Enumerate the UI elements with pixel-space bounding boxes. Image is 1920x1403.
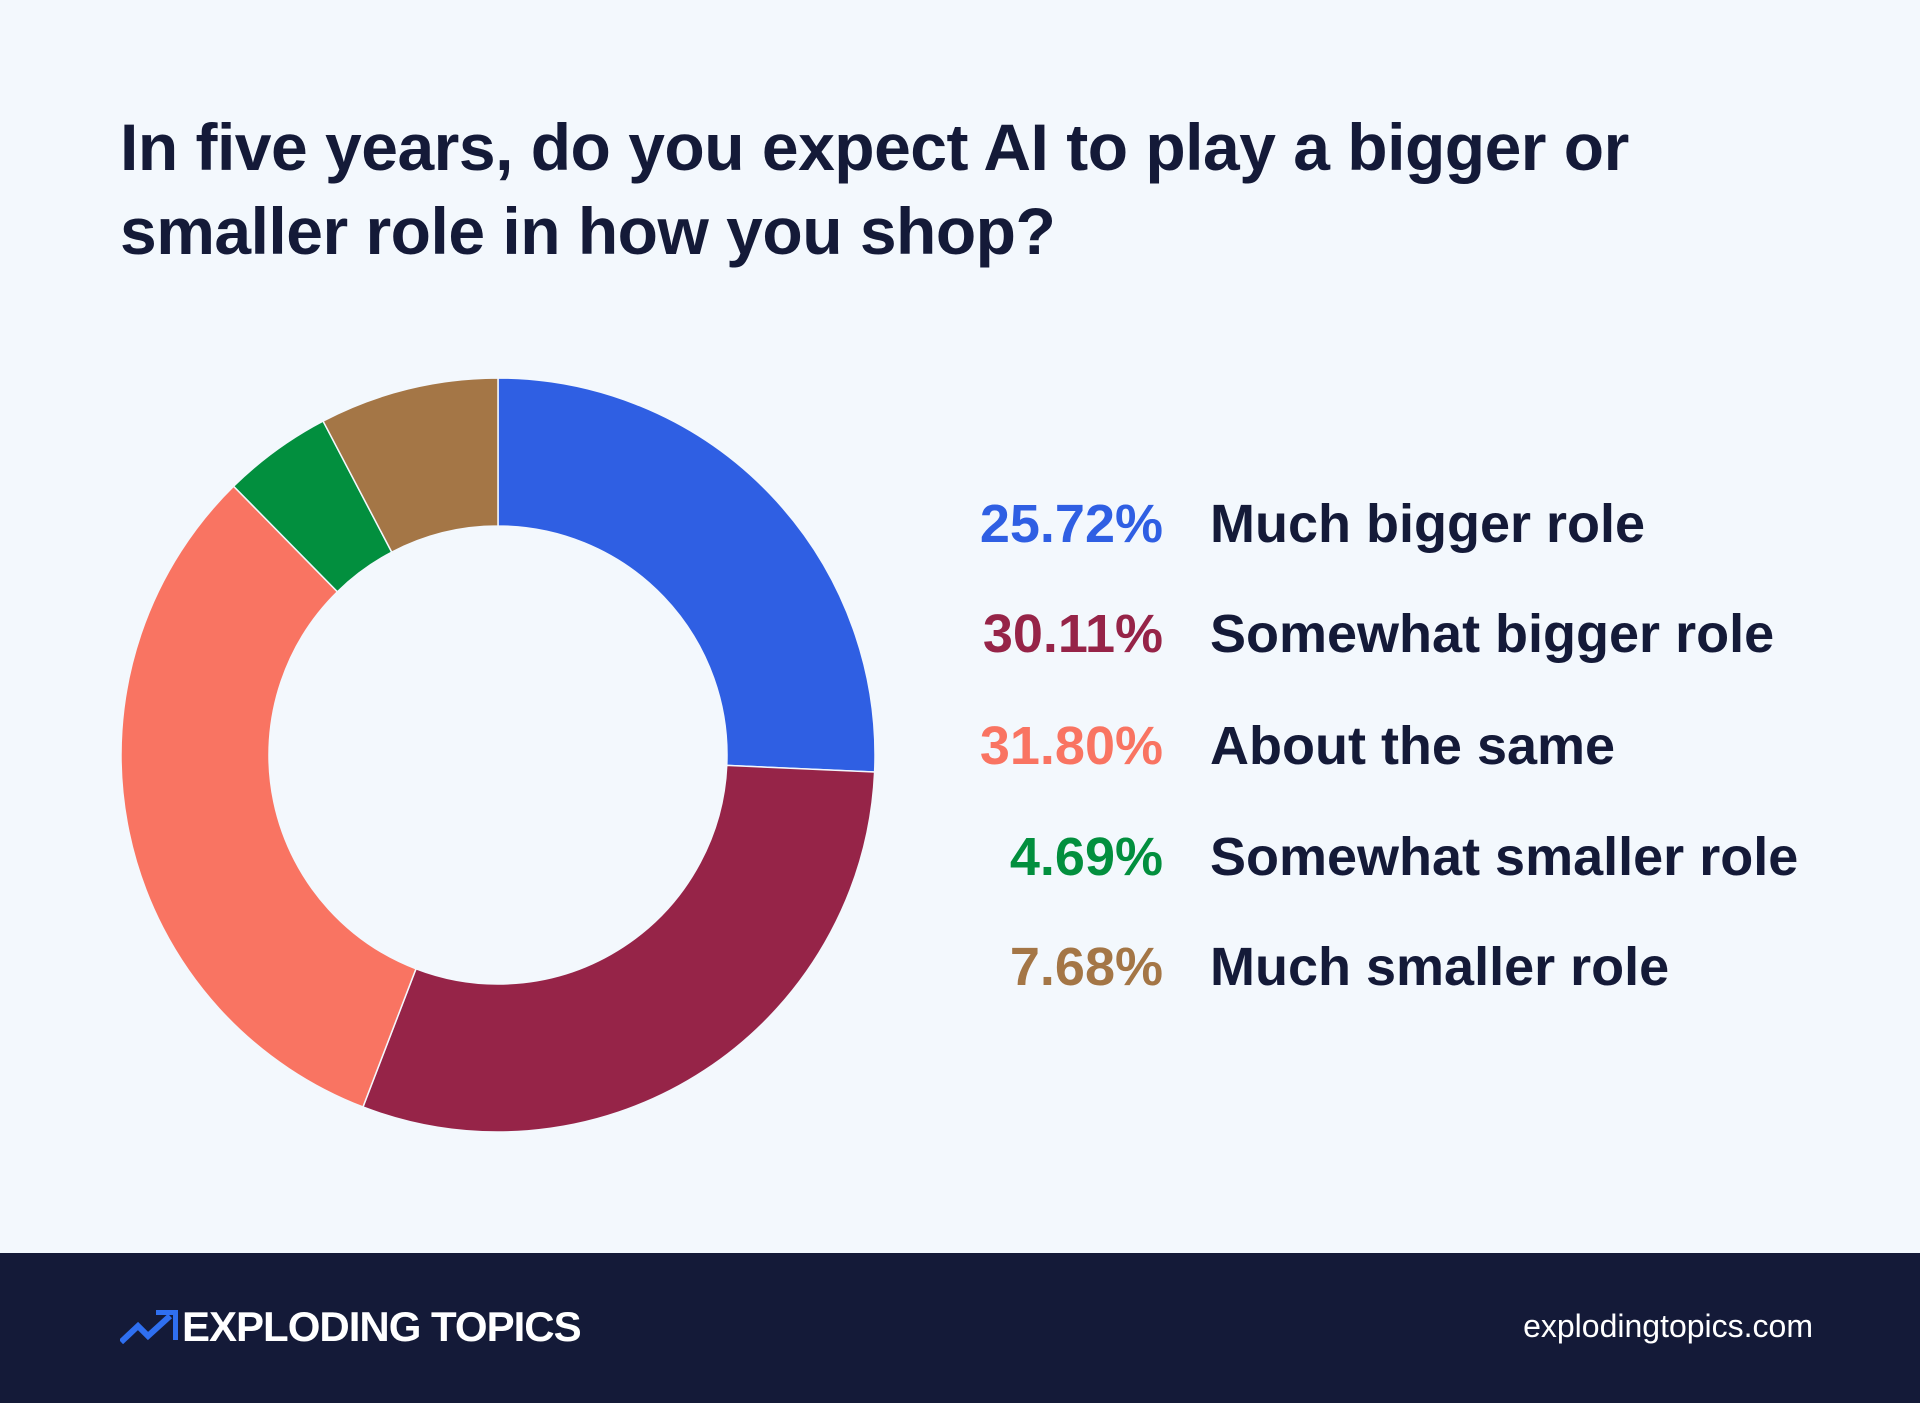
donut-slice-much-bigger-role xyxy=(497,377,876,773)
legend-value: 30.11% xyxy=(982,604,1163,664)
legend-label: Much bigger role xyxy=(1210,494,1646,554)
legend-label: Much smaller role xyxy=(1210,937,1670,997)
trending-up-arrow-icon xyxy=(120,1310,178,1344)
legend-item: 30.11% Somewhat bigger role xyxy=(0,599,1920,669)
legend-value: 4.69% xyxy=(1009,827,1163,887)
legend-label: Somewhat smaller role xyxy=(1210,827,1799,887)
donut-slice-about-the-same xyxy=(120,485,417,1108)
legend-item: 7.68% Much smaller role xyxy=(0,932,1920,1002)
footer: EXPLODING TOPICS explodingtopics.com xyxy=(0,1253,1920,1403)
legend-item: 31.80% About the same xyxy=(0,711,1920,781)
legend-label: About the same xyxy=(1210,716,1616,776)
legend-item: 25.72% Much bigger role xyxy=(0,489,1920,559)
legend-value: 25.72% xyxy=(979,494,1163,554)
chart-title: In five years, do you expect AI to play … xyxy=(120,110,1629,268)
donut-slice-much-smaller-role xyxy=(322,377,499,554)
site-url[interactable]: explodingtopics.com xyxy=(1523,1308,1813,1344)
donut-chart xyxy=(120,377,876,1133)
legend-value: 31.80% xyxy=(979,716,1163,776)
donut-slice-somewhat-bigger-role xyxy=(361,764,876,1133)
brand-name: EXPLODING TOPICS xyxy=(182,1303,582,1350)
brand-logo[interactable]: EXPLODING TOPICS xyxy=(120,1303,582,1351)
legend-label: Somewhat bigger role xyxy=(1210,604,1775,664)
legend-item: 4.69% Somewhat smaller role xyxy=(0,822,1920,892)
legend-value: 7.68% xyxy=(1009,937,1163,997)
